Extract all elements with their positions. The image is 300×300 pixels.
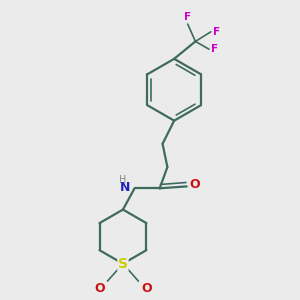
Text: O: O — [94, 282, 105, 295]
Text: N: N — [120, 181, 131, 194]
Text: S: S — [118, 257, 128, 271]
Text: F: F — [213, 27, 220, 37]
Text: F: F — [184, 12, 191, 22]
Text: F: F — [211, 44, 218, 54]
Text: H: H — [119, 175, 127, 184]
Text: O: O — [190, 178, 200, 191]
Text: O: O — [141, 282, 152, 295]
